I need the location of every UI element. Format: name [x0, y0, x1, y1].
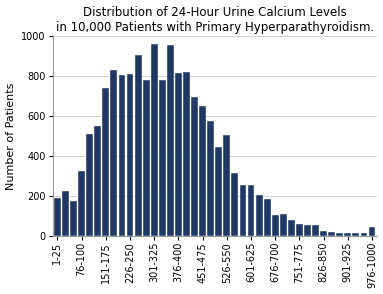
Bar: [223, 135, 230, 236]
Bar: [368, 227, 375, 236]
Bar: [207, 121, 214, 236]
Bar: [135, 55, 141, 236]
Bar: [167, 45, 174, 236]
Bar: [110, 70, 117, 236]
Bar: [199, 106, 206, 236]
Bar: [78, 171, 85, 236]
Bar: [296, 224, 303, 236]
Bar: [264, 199, 270, 236]
Bar: [320, 231, 327, 236]
Bar: [280, 214, 287, 236]
Bar: [312, 225, 319, 236]
Bar: [70, 201, 77, 236]
Bar: [328, 232, 335, 236]
Bar: [215, 147, 222, 236]
Bar: [344, 233, 351, 236]
Bar: [352, 233, 359, 236]
Bar: [102, 88, 109, 236]
Bar: [336, 233, 343, 236]
Bar: [159, 80, 166, 236]
Bar: [256, 195, 262, 236]
Bar: [360, 233, 367, 236]
Bar: [126, 74, 133, 236]
Bar: [191, 97, 198, 236]
Bar: [54, 198, 61, 236]
Bar: [151, 44, 158, 236]
Bar: [183, 72, 190, 236]
Title: Distribution of 24-Hour Urine Calcium Levels
in 10,000 Patients with Primary Hyp: Distribution of 24-Hour Urine Calcium Le…: [56, 6, 374, 34]
Bar: [239, 185, 246, 236]
Bar: [304, 225, 311, 236]
Bar: [175, 73, 182, 236]
Bar: [231, 173, 238, 236]
Bar: [62, 191, 69, 236]
Y-axis label: Number of Patients: Number of Patients: [6, 83, 16, 190]
Bar: [247, 185, 254, 236]
Bar: [86, 134, 93, 236]
Bar: [143, 80, 150, 236]
Bar: [94, 126, 101, 236]
Bar: [288, 220, 295, 236]
Bar: [272, 216, 279, 236]
Bar: [118, 75, 125, 236]
